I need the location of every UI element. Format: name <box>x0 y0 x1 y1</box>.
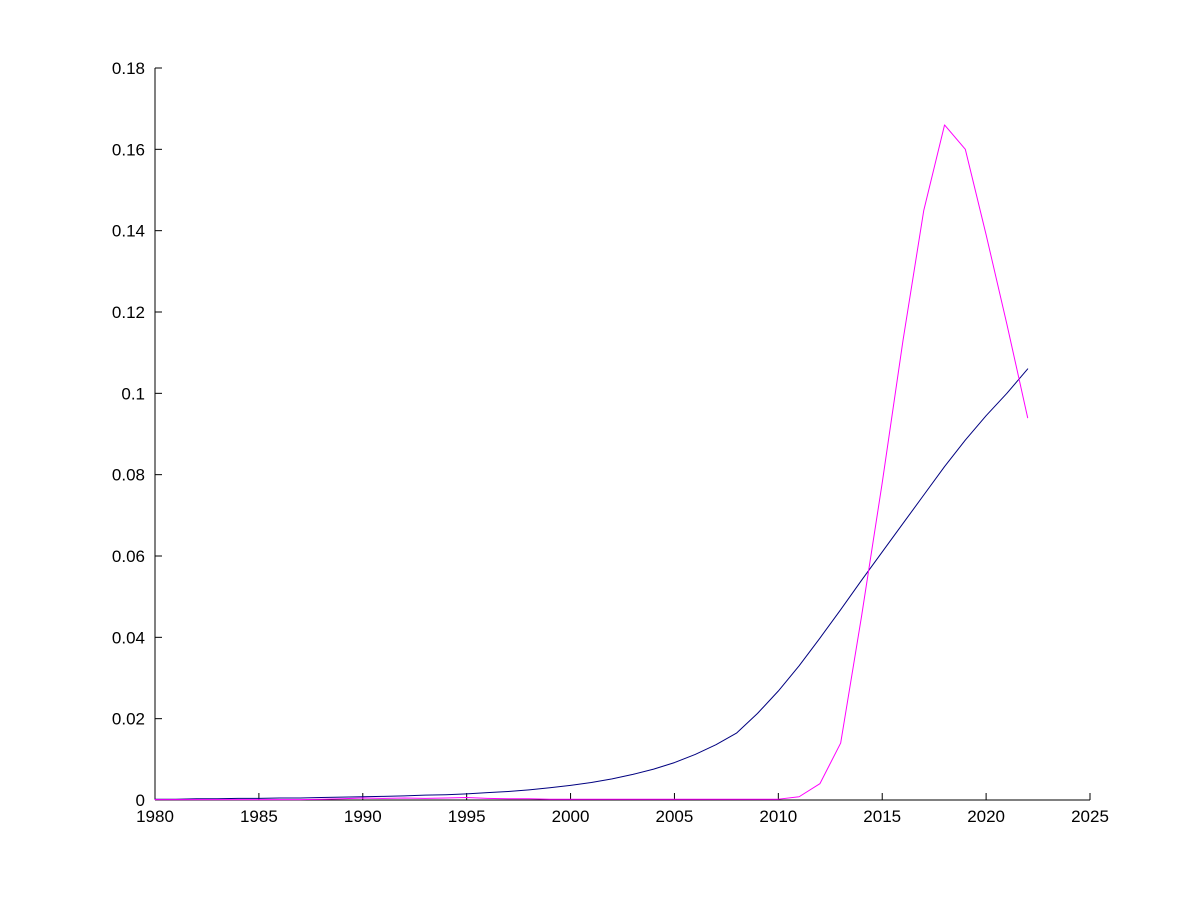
y-tick-label: 0.16 <box>112 140 145 159</box>
x-tick-label: 2020 <box>967 807 1005 826</box>
y-tick-label: 0.14 <box>112 222 145 241</box>
x-tick-label: 1995 <box>448 807 486 826</box>
series-line-spike-curve <box>154 124 1029 801</box>
x-tick-label: 1980 <box>136 807 174 826</box>
y-tick-label: 0.12 <box>112 303 145 322</box>
x-tick-label: 2010 <box>759 807 797 826</box>
x-tick-label: 2005 <box>656 807 694 826</box>
y-tick-label: 0.06 <box>112 547 145 566</box>
x-tick-label: 2000 <box>552 807 590 826</box>
series-line-slow-growth-curve <box>154 368 1029 800</box>
y-tick-label: 0.04 <box>112 628 145 647</box>
x-tick-label: 1985 <box>240 807 278 826</box>
y-tick-label: 0.18 <box>112 59 145 78</box>
x-tick-label: 2025 <box>1071 807 1109 826</box>
x-tick-label: 2015 <box>863 807 901 826</box>
y-tick-label: 0.1 <box>121 384 145 403</box>
y-tick-label: 0.08 <box>112 466 145 485</box>
y-tick-label: 0.02 <box>112 710 145 729</box>
x-tick-label: 1990 <box>344 807 382 826</box>
y-tick-label: 0 <box>136 791 145 810</box>
